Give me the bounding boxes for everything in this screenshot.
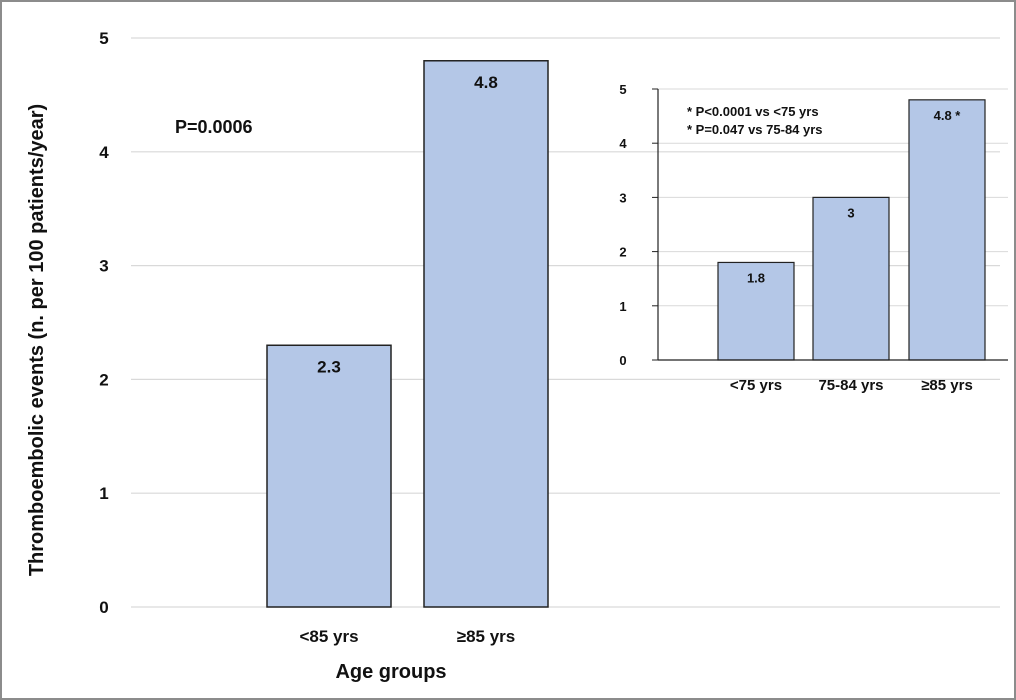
main-y-tick-label: 0: [99, 598, 108, 617]
inset-y-tick-label: 5: [619, 82, 626, 97]
main-data-label: 4.8: [474, 73, 498, 92]
inset-y-tick-label: 0: [619, 353, 626, 368]
inset-y-tick-label: 2: [619, 245, 626, 260]
main-x-axis-label: Age groups: [335, 661, 446, 683]
inset-bar: [717, 261, 795, 361]
inset-category-label: 75-84 yrs: [818, 377, 883, 394]
main-y-tick-label: 3: [99, 257, 108, 276]
main-bar: [423, 60, 549, 608]
inset-data-labels: 1.8 3 4.8 *: [747, 108, 961, 286]
main-category-labels: <85 yrs ≥85 yrs: [299, 627, 515, 646]
main-p-value: P=0.0006: [175, 117, 253, 137]
inset-chart: 0 1 2 3 4 5 1.8 3 4.8 * <75 yrs 75-84 yrs ≥85 yrs…: [619, 82, 1008, 394]
inset-bars: [717, 99, 986, 361]
inset-bar: [812, 196, 890, 361]
main-bar: [266, 344, 392, 608]
main-y-axis-label: Thromboembolic events (n. per 100 patien…: [26, 104, 48, 576]
inset-y-tick-label: 3: [619, 190, 626, 205]
main-category-label: <85 yrs: [299, 627, 358, 646]
main-y-tick-label: 1: [99, 484, 108, 503]
main-data-labels: 2.3 4.8: [317, 73, 498, 377]
main-chart: 0 1 2 3 4 5 2.3 4.8 <85 yrs ≥85 yrs P=0.0006 Th…: [26, 29, 1000, 683]
inset-y-ticks: 0 1 2 3 4 5: [619, 82, 658, 368]
inset-data-label: 3: [847, 205, 854, 220]
inset-y-tick-label: 4: [619, 136, 627, 151]
main-data-label: 2.3: [317, 357, 341, 376]
main-bars: [266, 60, 549, 608]
main-category-label: ≥85 yrs: [457, 627, 516, 646]
inset-annotation-1: * P<0.0001 vs <75 yrs: [687, 104, 819, 119]
inset-category-labels: <75 yrs 75-84 yrs ≥85 yrs: [730, 377, 973, 394]
inset-annotation-2: * P=0.047 vs 75-84 yrs: [687, 122, 823, 137]
inset-data-label: 4.8 *: [934, 108, 962, 123]
main-y-tick-label: 4: [99, 143, 109, 162]
inset-category-label: ≥85 yrs: [921, 377, 973, 394]
main-y-tick-label: 2: [99, 370, 108, 389]
inset-category-label: <75 yrs: [730, 377, 782, 394]
inset-y-tick-label: 1: [619, 299, 626, 314]
main-y-ticks: 0 1 2 3 4 5: [99, 29, 109, 617]
main-y-tick-label: 5: [99, 29, 108, 48]
inset-data-label: 1.8: [747, 270, 765, 285]
inset-bar: [908, 99, 986, 361]
